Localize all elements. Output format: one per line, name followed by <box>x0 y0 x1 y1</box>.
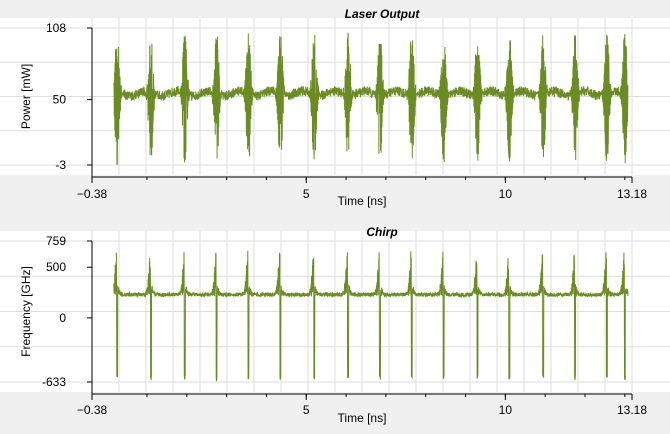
x-tick-label: 5 <box>303 403 310 417</box>
series-line <box>113 250 629 382</box>
y-tick-label: 50 <box>53 93 67 107</box>
chart-panel-1 <box>0 18 670 175</box>
y-tick-label: 0 <box>59 311 66 325</box>
chart-panel-2 <box>0 231 670 392</box>
y-tick-label: 759 <box>46 234 66 248</box>
series-line <box>113 32 629 166</box>
y-tick-label: -3 <box>55 158 66 172</box>
axes: −0.38 5 10 13.18 759 500 0 -633 <box>42 234 647 417</box>
x-axis-label: Time [ns] <box>338 411 387 425</box>
axes: −0.38 5 10 13.18 108 50 -3 <box>46 21 647 201</box>
x-tick-label: −0.38 <box>77 403 108 417</box>
chart-title: Chirp <box>366 225 397 239</box>
grid-lines <box>0 18 670 175</box>
y-tick-label: 108 <box>46 21 66 35</box>
y-tick-label: -633 <box>42 375 66 389</box>
x-tick-label: 10 <box>499 187 513 201</box>
grid-lines <box>0 231 670 392</box>
x-axis-label: Time [ns] <box>338 194 387 208</box>
chart-title: Laser Output <box>345 7 421 21</box>
y-tick-label: 500 <box>46 260 66 274</box>
x-tick-label: 13.18 <box>617 403 647 417</box>
x-tick-label: 5 <box>303 187 310 201</box>
x-tick-label: −0.38 <box>77 187 108 201</box>
x-tick-label: 13.18 <box>617 187 647 201</box>
y-axis-label: Power [mW] <box>19 64 33 129</box>
y-axis-label: Frequency [GHz] <box>19 266 33 357</box>
x-tick-label: 10 <box>499 403 513 417</box>
